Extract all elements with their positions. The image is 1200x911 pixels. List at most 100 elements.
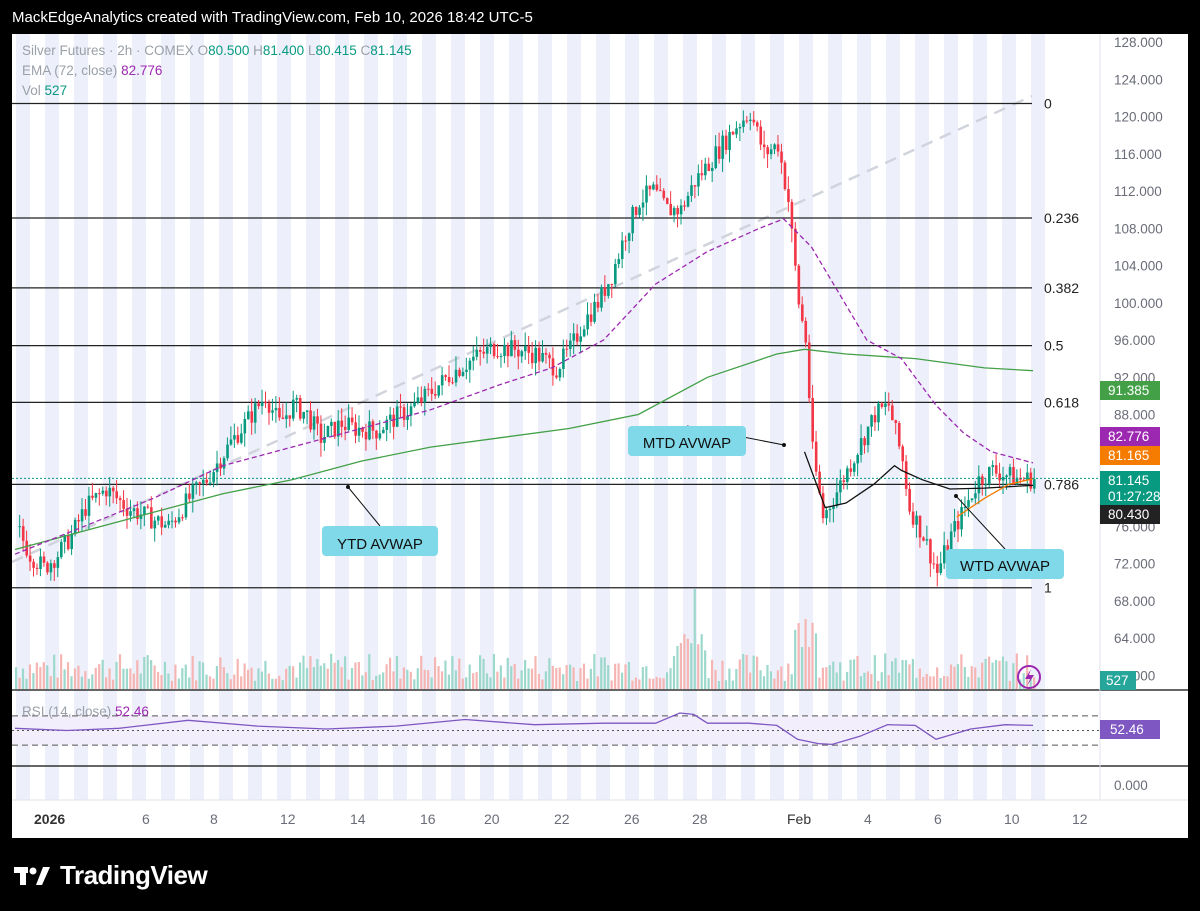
chart-panel[interactable]: 128.000 124.000 120.000 116.000 112.000 108.0… xyxy=(11,34,1188,838)
volume-bar-292 xyxy=(1026,655,1029,689)
candle-body-29 xyxy=(115,491,119,499)
candle-body-42 xyxy=(160,516,164,528)
candle-body-246 xyxy=(866,426,870,446)
volume-bar-168 xyxy=(596,676,599,689)
volume-bar-225 xyxy=(794,629,797,689)
volume-bar-198 xyxy=(700,634,703,689)
price-tick-5: 108.000 xyxy=(1114,221,1163,236)
volume-bar-154 xyxy=(548,658,551,689)
volume-bar-65 xyxy=(240,676,243,689)
time-tick-3: 12 xyxy=(280,811,296,827)
volume-bar-18 xyxy=(77,665,80,689)
candle-body-292 xyxy=(1026,472,1029,481)
volume-bar-108 xyxy=(388,657,392,689)
volume-bar-7 xyxy=(39,667,42,689)
legend-rsi-row[interactable]: RSI (14, close) 52.46 xyxy=(22,704,149,719)
candle-body-181 xyxy=(641,202,645,208)
price-tick-14: 72.000 xyxy=(1114,557,1155,572)
candle-body-253 xyxy=(891,405,894,421)
volume-bar-39 xyxy=(150,660,153,689)
candle-body-203 xyxy=(717,146,721,159)
low-value: 80.415 xyxy=(315,43,357,58)
candle-body-197 xyxy=(697,173,700,187)
volume-bar-68 xyxy=(250,667,253,689)
candle-body-105 xyxy=(378,433,382,439)
candle-body-32 xyxy=(125,508,129,516)
candle-body-267 xyxy=(939,563,943,573)
price-tick-15: 68.000 xyxy=(1114,594,1155,609)
chart-svg[interactable]: 128.000124.000120.000116.000112.000108.0… xyxy=(11,34,1188,838)
volume-bar-45 xyxy=(170,680,174,689)
volume-bar-165 xyxy=(586,678,589,689)
candle-body-60 xyxy=(222,458,226,469)
candle-body-261 xyxy=(918,515,922,538)
candle-body-110 xyxy=(395,406,399,427)
session-stripe-25 xyxy=(741,34,755,800)
candle-body-223 xyxy=(787,189,790,202)
volume-bar-199 xyxy=(704,650,707,689)
symbol-name[interactable]: Silver Futures · 2h · COMEX xyxy=(22,43,194,58)
volume-bar-218 xyxy=(769,671,773,689)
candle-body-73 xyxy=(267,403,271,413)
volume-bar-14 xyxy=(63,669,66,689)
candle-body-69 xyxy=(253,403,257,423)
volume-bar-248 xyxy=(873,655,876,689)
candle-body-193 xyxy=(683,205,686,207)
volume-bar-221 xyxy=(780,666,783,689)
volume-bar-54 xyxy=(201,662,205,689)
tradingview-brand[interactable]: TradingView xyxy=(14,860,208,891)
volume-bar-109 xyxy=(392,671,395,689)
candle-body-50 xyxy=(188,493,191,499)
candle-body-221 xyxy=(780,151,783,163)
candle-body-277 xyxy=(974,493,977,499)
volume-bar-286 xyxy=(1005,661,1008,689)
candle-body-179 xyxy=(634,207,638,215)
candle-body-59 xyxy=(219,463,222,469)
wtd-avwap-line xyxy=(956,478,1034,518)
volume-bar-129 xyxy=(461,678,464,689)
candle-body-151 xyxy=(537,347,541,362)
volume-bar-294 xyxy=(1033,677,1036,689)
time-tick-10: Feb xyxy=(787,811,811,827)
candle-body-34 xyxy=(132,508,136,512)
volume-bar-61 xyxy=(226,673,229,689)
candle-body-11 xyxy=(53,563,56,568)
volume-bar-148 xyxy=(527,668,530,689)
volume-bar-105 xyxy=(378,674,381,689)
candle-body-13 xyxy=(60,541,63,558)
time-tick-1: 6 xyxy=(142,811,150,827)
legend-vol-row[interactable]: Vol 527 xyxy=(22,83,67,98)
volume-bar-230 xyxy=(811,622,814,689)
session-stripe-4 xyxy=(132,34,146,800)
candle-body-64 xyxy=(236,435,240,443)
annotation-anchor-2 xyxy=(954,494,958,498)
volume-bar-13 xyxy=(60,654,63,689)
candle-body-198 xyxy=(700,173,704,176)
rsi-axis-tick-0: 0.000 xyxy=(1114,778,1148,793)
candle-body-51 xyxy=(191,484,195,499)
volume-bar-176 xyxy=(624,664,627,689)
session-stripe-7 xyxy=(219,34,233,800)
volume-bar-12 xyxy=(56,677,59,689)
volume-bar-236 xyxy=(832,661,835,689)
ema-label: EMA (72, close) xyxy=(22,63,118,78)
candle-body-6 xyxy=(35,567,39,569)
volume-bar-160 xyxy=(569,664,572,689)
volume-bar-135 xyxy=(482,658,485,689)
time-tick-5: 16 xyxy=(420,811,436,827)
volume-bar-178 xyxy=(631,680,634,689)
session-stripe-33 xyxy=(973,34,987,800)
volume-bar-209 xyxy=(738,659,741,689)
candle-body-137 xyxy=(489,343,492,348)
volume-bar-28 xyxy=(111,679,115,689)
volume-bar-289 xyxy=(1015,653,1018,689)
session-stripe-9 xyxy=(277,34,291,800)
candle-body-52 xyxy=(195,482,198,485)
legend-ema-row[interactable]: EMA (72, close) 82.776 xyxy=(22,63,162,78)
brand-name: TradingView xyxy=(60,860,208,890)
volume-bar-184 xyxy=(652,678,655,689)
volume-bar-46 xyxy=(174,664,177,689)
candle-body-242 xyxy=(852,463,856,472)
candle-body-220 xyxy=(776,144,780,152)
candle-body-75 xyxy=(274,407,278,411)
